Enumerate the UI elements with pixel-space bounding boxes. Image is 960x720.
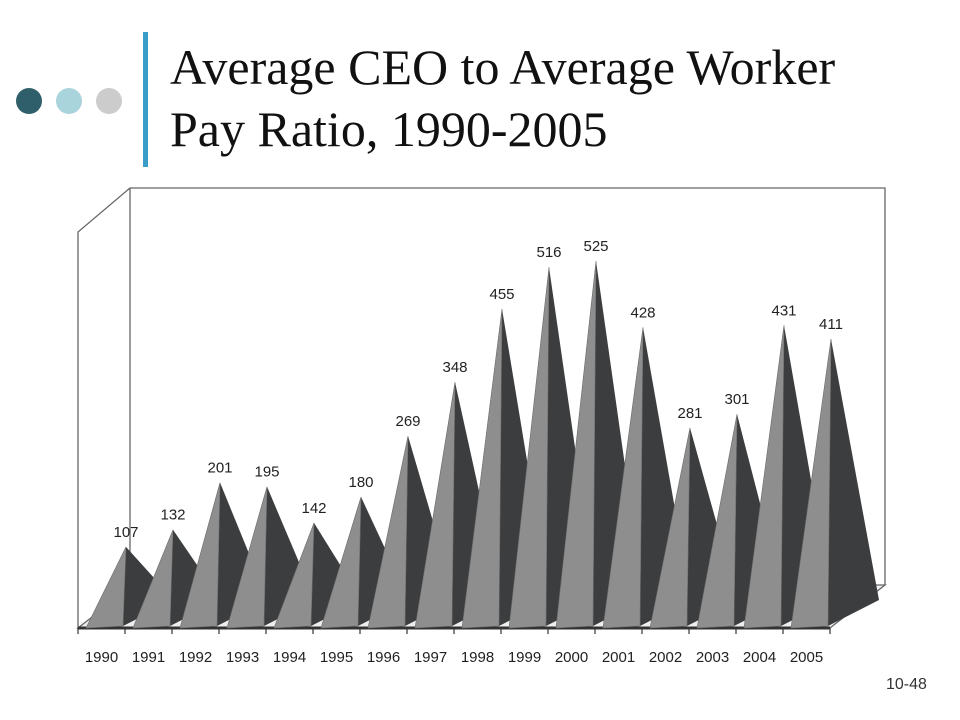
year-tick-label: 1990 <box>85 649 118 666</box>
peak-value-label: 201 <box>207 460 232 477</box>
year-tick-label: 1996 <box>367 649 400 666</box>
peak-value-label: 281 <box>677 405 702 422</box>
year-tick-label: 1992 <box>179 649 212 666</box>
peak-value-label: 348 <box>442 359 467 376</box>
peak-value-label: 525 <box>583 238 608 255</box>
year-tick-label: 1999 <box>508 649 541 666</box>
chart-peak <box>602 327 644 629</box>
chart-peak <box>508 267 550 629</box>
chart-peak <box>320 496 362 629</box>
chart-peak <box>790 338 832 629</box>
year-tick-label: 1997 <box>414 649 447 666</box>
chart-peak <box>696 414 738 629</box>
chart-peak-shadow <box>828 338 879 626</box>
peak-value-label: 269 <box>395 413 420 430</box>
year-tick-label: 1991 <box>132 649 165 666</box>
decorative-dot-teal <box>56 88 82 114</box>
peak-value-label: 411 <box>819 316 843 333</box>
chart-peak <box>226 486 268 629</box>
peak-value-label: 428 <box>630 304 655 321</box>
chart-peaks <box>85 260 879 629</box>
year-tick-label: 2000 <box>555 649 588 666</box>
year-tick-label: 2004 <box>743 649 776 666</box>
chart-peak <box>179 482 221 629</box>
year-tick-label: 2002 <box>649 649 682 666</box>
year-tick-label: 2001 <box>602 649 635 666</box>
peak-value-label: 431 <box>771 302 796 319</box>
peak-value-label: 107 <box>113 524 138 541</box>
chart-peak <box>132 529 174 629</box>
chart-peak <box>649 427 691 629</box>
peak-value-label: 301 <box>724 391 749 408</box>
chart-peak <box>85 546 127 629</box>
year-tick-label: 1998 <box>461 649 494 666</box>
chart-peak <box>555 260 597 629</box>
decorative-dot-dark <box>16 88 42 114</box>
chart-peak <box>743 325 785 629</box>
chart-peak <box>367 435 409 629</box>
decorative-dot-gray <box>96 88 122 114</box>
chart-peak <box>414 381 456 629</box>
peak-value-label: 142 <box>301 500 326 517</box>
title-accent-bar <box>143 32 148 167</box>
peak-value-label: 132 <box>160 507 185 524</box>
chart-peak <box>273 522 315 629</box>
year-tick-label: 2005 <box>790 649 823 666</box>
year-tick-label: 2003 <box>696 649 729 666</box>
slide-number: 10-48 <box>886 676 927 693</box>
peak-value-label: 516 <box>536 244 561 261</box>
year-tick-label: 1994 <box>273 649 306 666</box>
chart-peak <box>461 308 503 629</box>
year-tick-label: 1993 <box>226 649 259 666</box>
chart-labels: 107 1990 132 1991 201 1992 195 1993 142 1994 180 19… <box>77 238 843 666</box>
peak-value-label: 180 <box>348 474 373 491</box>
peak-value-label: 195 <box>254 464 279 481</box>
year-tick-label: 1995 <box>320 649 353 666</box>
slide-title: Average CEO to Average Worker Pay Ratio,… <box>170 39 836 157</box>
peak-value-label: 455 <box>489 286 514 303</box>
